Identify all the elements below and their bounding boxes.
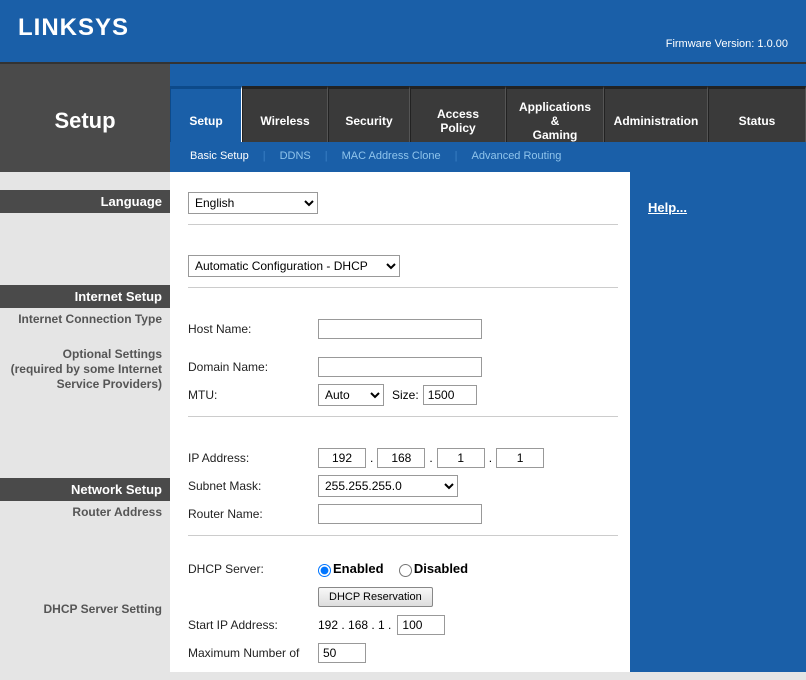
connection-type-select[interactable]: Automatic Configuration - DHCP bbox=[188, 255, 400, 277]
top-bar: LINKSYS Firmware Version: 1.0.00 bbox=[0, 0, 806, 62]
main-tabs: Setup Wireless Security Access Policy Ap… bbox=[170, 62, 806, 140]
host-name-input[interactable] bbox=[318, 319, 482, 339]
ip-address-label: IP Address: bbox=[188, 451, 318, 465]
dhcp-reservation-button[interactable]: DHCP Reservation bbox=[318, 587, 433, 607]
sidebar-network-header: Network Setup bbox=[0, 478, 170, 501]
page-title: Setup bbox=[0, 62, 170, 172]
start-ip-label: Start IP Address: bbox=[188, 618, 318, 632]
subtab-mac-clone[interactable]: MAC Address Clone bbox=[336, 150, 447, 162]
tab-administration[interactable]: Administration bbox=[604, 86, 708, 142]
sub-tabs: Basic Setup | DDNS | MAC Address Clone |… bbox=[170, 140, 806, 172]
max-users-input[interactable] bbox=[318, 643, 366, 663]
tab-security[interactable]: Security bbox=[328, 86, 410, 142]
start-ip-prefix: 192 . 168 . 1 . bbox=[318, 618, 391, 632]
tab-wireless[interactable]: Wireless bbox=[242, 86, 328, 142]
dhcp-enabled-option[interactable]: Enabled bbox=[318, 562, 396, 576]
domain-name-input[interactable] bbox=[318, 357, 482, 377]
mtu-size-input[interactable] bbox=[423, 385, 477, 405]
sidebar-internet-header: Internet Setup bbox=[0, 285, 170, 308]
dhcp-disabled-option[interactable]: Disabled bbox=[399, 562, 480, 576]
size-label: Size: bbox=[392, 388, 419, 402]
router-name-label: Router Name: bbox=[188, 507, 318, 521]
subtab-advanced-routing[interactable]: Advanced Routing bbox=[466, 150, 568, 162]
subnet-label: Subnet Mask: bbox=[188, 479, 318, 493]
ip-oct-3[interactable] bbox=[437, 448, 485, 468]
mtu-select[interactable]: Auto bbox=[318, 384, 384, 406]
ip-oct-4[interactable] bbox=[496, 448, 544, 468]
tab-setup[interactable]: Setup bbox=[170, 86, 242, 142]
subtab-ddns[interactable]: DDNS bbox=[274, 150, 317, 162]
sidebar-language-header: Language bbox=[0, 190, 170, 213]
ip-oct-2[interactable] bbox=[377, 448, 425, 468]
tab-access-policy[interactable]: Access Policy bbox=[410, 86, 506, 142]
language-select[interactable]: English bbox=[188, 192, 318, 214]
start-ip-last-input[interactable] bbox=[397, 615, 445, 635]
main-form: English Automatic Configuration - DHCP H… bbox=[170, 172, 630, 672]
tab-status[interactable]: Status bbox=[708, 86, 806, 142]
subnet-select[interactable]: 255.255.255.0 bbox=[318, 475, 458, 497]
host-name-label: Host Name: bbox=[188, 322, 318, 336]
sidebar-conn-type: Internet Connection Type bbox=[0, 310, 170, 329]
subtab-basic-setup[interactable]: Basic Setup bbox=[184, 150, 255, 162]
dhcp-server-label: DHCP Server: bbox=[188, 562, 318, 576]
sidebar: Language Internet Setup Internet Connect… bbox=[0, 172, 170, 672]
sidebar-dhcp-setting: DHCP Server Setting bbox=[0, 600, 170, 619]
help-link[interactable]: Help... bbox=[648, 200, 687, 215]
ip-oct-1[interactable] bbox=[318, 448, 366, 468]
sidebar-router-address: Router Address bbox=[0, 503, 170, 522]
router-name-input[interactable] bbox=[318, 504, 482, 524]
sidebar-optional: Optional Settings (required by some Inte… bbox=[0, 345, 170, 394]
firmware-version: Firmware Version: 1.0.00 bbox=[666, 38, 788, 50]
tab-applications-gaming[interactable]: Applications & Gaming bbox=[506, 86, 604, 142]
help-panel: Help... bbox=[630, 172, 806, 672]
max-users-label: Maximum Number of bbox=[188, 646, 318, 660]
domain-name-label: Domain Name: bbox=[188, 360, 318, 374]
mtu-label: MTU: bbox=[188, 388, 318, 402]
